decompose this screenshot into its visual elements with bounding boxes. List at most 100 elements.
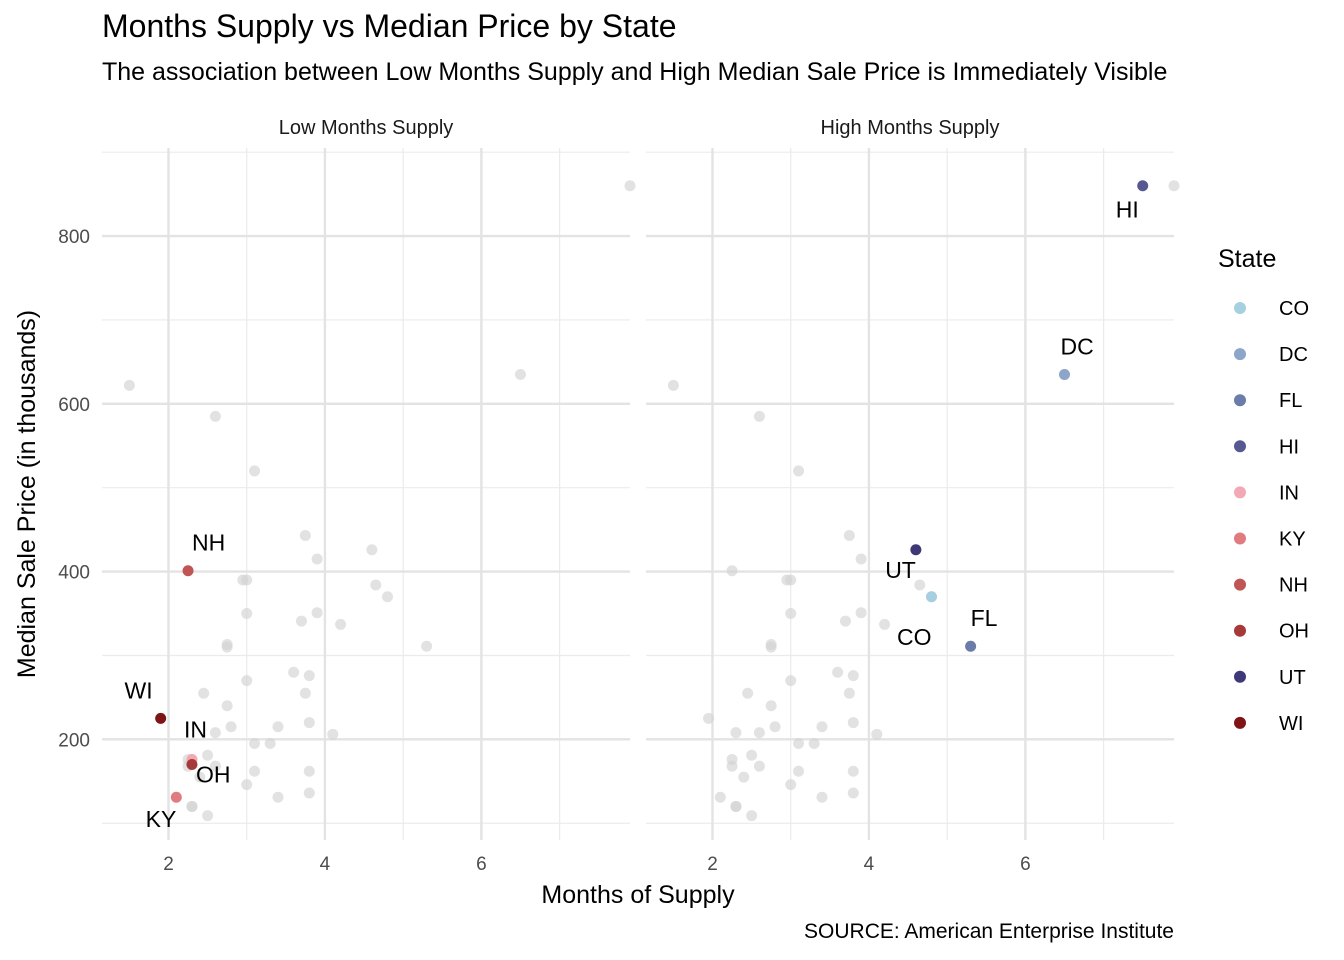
background-point (249, 738, 261, 750)
legend-label-fl: FL (1279, 390, 1302, 412)
background-point (765, 700, 777, 712)
label-fl: FL (971, 605, 998, 631)
background-point (421, 640, 433, 652)
background-point (370, 579, 382, 591)
legend-key-fl (1234, 394, 1246, 407)
point-ut (910, 544, 922, 556)
background-point (855, 607, 867, 619)
point-hi (1137, 180, 1149, 192)
background-point (382, 591, 394, 603)
point-fl (965, 640, 977, 652)
background-point (1168, 180, 1180, 192)
x-tick-label: 2 (707, 854, 718, 875)
background-point (785, 574, 797, 586)
background-point (311, 607, 323, 619)
x-tick-label: 4 (864, 854, 875, 875)
background-point (855, 553, 867, 565)
x-axis-title: Months of Supply (541, 881, 735, 909)
legend-label-dc: DC (1279, 344, 1308, 366)
background-point (272, 791, 284, 803)
background-point (241, 574, 253, 586)
background-point (785, 779, 797, 791)
background-point (816, 791, 828, 803)
background-point (793, 465, 805, 477)
chart-title: Months Supply vs Median Price by State (102, 8, 677, 44)
background-point (299, 687, 311, 699)
point-dc (1058, 368, 1070, 380)
background-point (303, 717, 315, 729)
y-tick-label: 400 (58, 563, 90, 584)
label-dc: DC (1060, 333, 1093, 359)
background-point (738, 771, 750, 783)
background-point (202, 749, 214, 761)
legend-key-dc (1234, 348, 1246, 361)
chart-subtitle: The association between Low Months Suppl… (102, 58, 1168, 86)
legend-label-nh: NH (1279, 575, 1308, 597)
background-point (209, 727, 221, 739)
background-point (839, 615, 851, 627)
background-point (765, 641, 777, 653)
label-in: IN (184, 716, 207, 742)
y-tick-label: 200 (58, 730, 90, 751)
background-point (753, 410, 765, 422)
background-point (194, 771, 206, 783)
y-tick-label: 600 (58, 395, 90, 416)
background-point (123, 379, 135, 391)
legend-title: State (1218, 245, 1276, 273)
background-point (871, 728, 883, 740)
background-point (847, 670, 859, 682)
background-point (335, 618, 347, 630)
label-wi: WI (125, 677, 153, 703)
legend-key-co (1234, 302, 1246, 314)
background-point (726, 565, 738, 577)
background-point (753, 727, 765, 739)
x-tick-label: 6 (476, 854, 487, 875)
background-point (209, 410, 221, 422)
legend-key-ky (1234, 532, 1246, 545)
source-caption: SOURCE: American Enterprise Institute (804, 920, 1174, 943)
point-nh (182, 565, 194, 577)
point-ky (170, 791, 182, 803)
background-point (311, 553, 323, 565)
legend-key-ut (1234, 670, 1246, 683)
legend-key-nh (1234, 578, 1246, 591)
point-oh (186, 759, 198, 771)
background-point (264, 738, 276, 750)
background-point (288, 666, 300, 678)
background-point (730, 800, 742, 812)
background-point (667, 379, 679, 391)
background-point (714, 791, 726, 803)
point-wi (155, 712, 167, 724)
background-point (221, 700, 233, 712)
background-point (327, 728, 339, 740)
background-point (879, 618, 891, 630)
background-point (816, 721, 828, 733)
y-tick-label: 800 (58, 227, 90, 248)
background-point (730, 727, 742, 739)
background-point (624, 180, 636, 192)
background-point (366, 544, 378, 556)
background-point (793, 738, 805, 750)
background-point (914, 579, 926, 591)
background-point (202, 810, 214, 822)
background-point (221, 641, 233, 653)
background-point (847, 765, 859, 777)
facet-label: High Months Supply (821, 117, 1000, 139)
background-point (241, 608, 253, 620)
background-point (295, 615, 307, 627)
background-point (742, 687, 754, 699)
label-ky: KY (146, 806, 177, 832)
x-tick-label: 6 (1020, 854, 1031, 875)
background-point (793, 765, 805, 777)
legend-label-ky: KY (1279, 529, 1306, 551)
legend-key-wi (1234, 716, 1246, 729)
label-hi: HI (1116, 197, 1139, 223)
background-point (198, 687, 210, 699)
legend-label-oh: OH (1279, 621, 1309, 643)
background-point (746, 810, 758, 822)
legend-key-oh (1234, 624, 1246, 637)
facet-label: Low Months Supply (279, 117, 454, 139)
background-point (847, 717, 859, 729)
background-point (514, 368, 526, 380)
